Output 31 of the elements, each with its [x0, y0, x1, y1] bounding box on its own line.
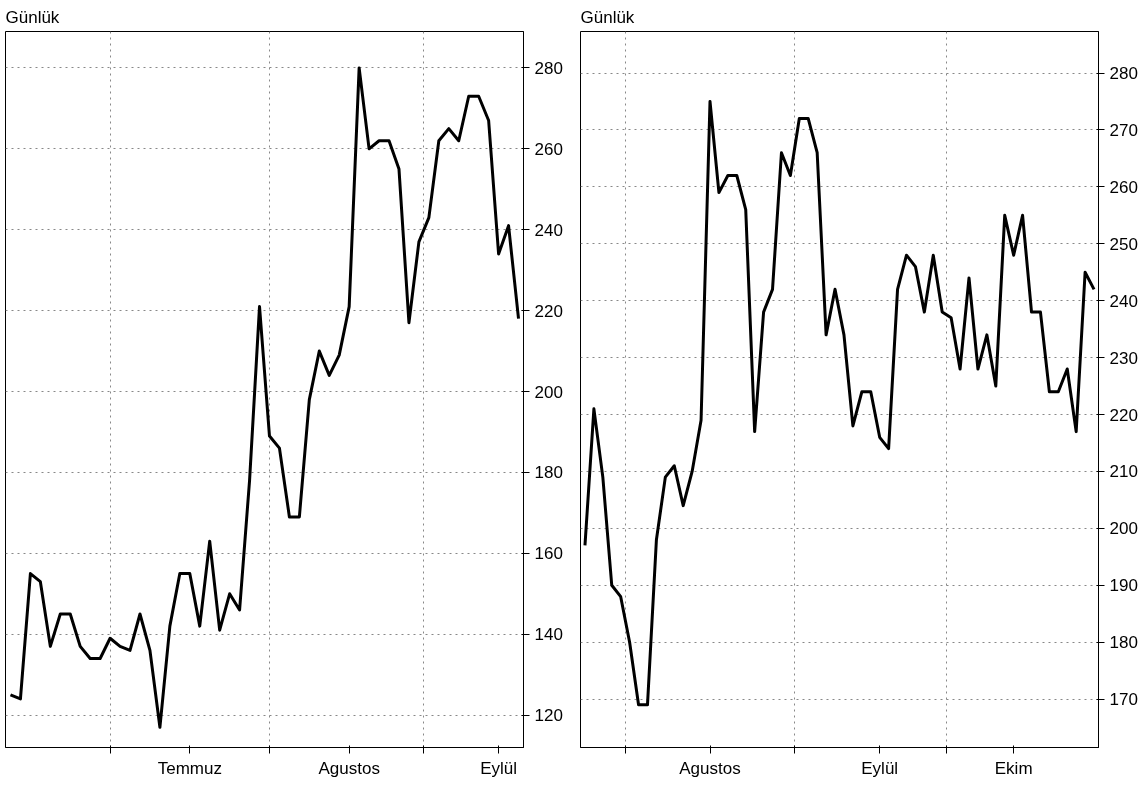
y-tick-label: 220: [534, 301, 563, 321]
line-series: [583, 100, 1096, 707]
y-tick-label: 160: [534, 544, 563, 564]
y-tick-label: 240: [534, 220, 563, 240]
y-tick-label: 280: [534, 58, 563, 78]
y-tick-label: 120: [534, 706, 563, 726]
y-tick-label: 250: [1109, 234, 1138, 254]
y-tick-label: 260: [1109, 177, 1138, 197]
y-tick-label: 200: [1109, 519, 1138, 539]
x-tick-label: Eylül: [861, 758, 899, 778]
x-tick-label: Agustos: [318, 758, 380, 778]
chart-title: Günlük: [580, 7, 635, 27]
x-tick-label: Eylül: [480, 758, 518, 778]
y-tick-label: 200: [534, 382, 563, 402]
y-tick-label: 210: [1109, 462, 1138, 482]
y-tick-label: 260: [534, 139, 563, 159]
y-tick-label: 170: [1109, 690, 1138, 710]
chart-title: Günlük: [5, 7, 60, 27]
y-tick-label: 270: [1109, 120, 1138, 140]
x-tick-label: Ekim: [994, 758, 1033, 778]
y-tick-label: 220: [1109, 405, 1138, 425]
y-tick-label: 240: [1109, 291, 1138, 311]
y-tick-label: 190: [1109, 576, 1138, 596]
y-tick-label: 140: [534, 625, 563, 645]
x-tick-label: Agustos: [679, 758, 741, 778]
y-tick-label: 180: [1109, 633, 1138, 653]
y-tick-label: 180: [534, 463, 563, 483]
x-tick-label: Temmuz: [157, 758, 222, 778]
y-tick-label: 230: [1109, 348, 1138, 368]
y-tick-label: 280: [1109, 64, 1138, 84]
line-series: [8, 66, 521, 729]
